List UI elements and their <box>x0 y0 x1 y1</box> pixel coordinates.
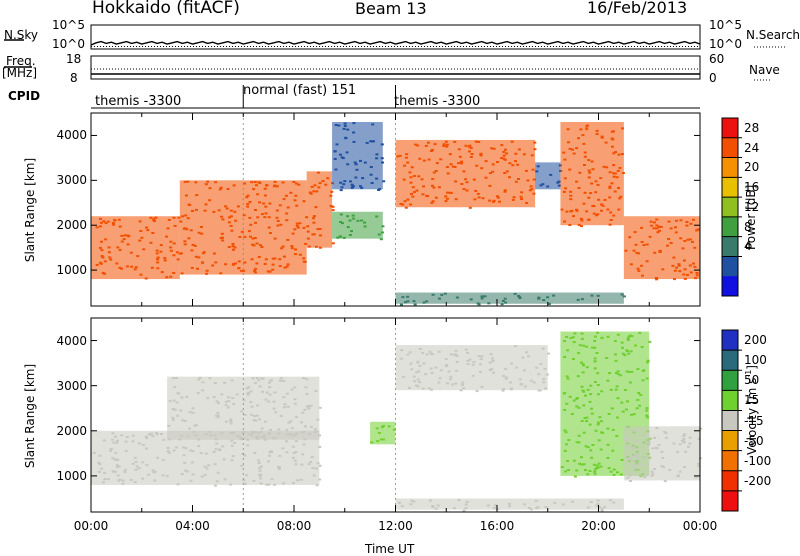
power-region-2 <box>306 171 335 249</box>
velocity-ytick-label-0: 1000 <box>56 468 87 483</box>
power-ytick-label-1: 2000 <box>56 218 87 233</box>
cpid-segment-3: themis -3300 <box>394 94 481 109</box>
power-colorbar-cell-6 <box>722 236 738 257</box>
power-colorbar-cell-5 <box>722 216 738 238</box>
velocity-colorbar-cell-6 <box>722 450 738 472</box>
power-region-7 <box>560 121 625 228</box>
freq-right-bottom: 0 <box>709 71 717 85</box>
power-colorbar-cell-7 <box>722 256 738 277</box>
velocity-colorbar-cell-4 <box>722 410 738 432</box>
velocity-ytick-label-3: 4000 <box>56 333 87 348</box>
power-colorbar-label-4: 12 <box>744 199 760 214</box>
power-region-8 <box>623 216 700 281</box>
freq-right-top: 60 <box>709 52 725 66</box>
freq-unit-label: [MHz] <box>2 66 38 80</box>
velocity-region-3 <box>395 345 550 393</box>
time-tick-label-0: 00:00 <box>73 519 109 533</box>
noise-left-top: 10^5 <box>52 18 85 32</box>
velocity-colorbar-cell-5 <box>722 430 738 452</box>
freq-left-bottom: 8 <box>70 71 78 85</box>
nsky-label: N.Sky <box>4 28 39 42</box>
velocity-colorbar-cell-0 <box>722 330 738 351</box>
power-colorbar-label-1: 24 <box>744 140 760 155</box>
freq-panel-frame <box>90 55 701 80</box>
beam-title: Beam 13 <box>355 0 427 18</box>
velocity-colorbar-cell-8 <box>722 490 738 512</box>
cpid-label: CPID <box>8 89 41 103</box>
velocity-ytick-label-2: 3000 <box>56 378 87 393</box>
power-colorbar-label-5: 8 <box>744 219 752 234</box>
time-tick-label-1: 04:00 <box>175 519 210 533</box>
power-ytick-label-3: 4000 <box>56 128 87 143</box>
power-region-4 <box>332 121 386 192</box>
time-tick-label-2: 08:00 <box>276 519 312 533</box>
velocity-colorbar-frame <box>721 329 739 512</box>
time-axis-title: Time UT <box>365 542 415 556</box>
noise-right-bottom: 10^0 <box>709 37 742 51</box>
velocity-colorbar-label-2: 50 <box>744 373 760 388</box>
cpid-segment-2: normal (fast) 151 <box>243 83 357 98</box>
power-colorbar-cell-1 <box>722 137 738 159</box>
power-colorbar-label-3: 16 <box>744 180 760 195</box>
power-colorbar-cell-0 <box>722 118 738 139</box>
power-ytick-label-0: 1000 <box>56 263 87 278</box>
velocity-colorbar-label-5: -50 <box>744 433 764 448</box>
power-colorbar-cell-8 <box>722 276 738 297</box>
nave-label: Nave <box>749 63 780 77</box>
freq-label: Freq. <box>6 54 36 68</box>
power-colorbar-cell-4 <box>722 197 738 218</box>
velocity-colorbar-cell-3 <box>722 390 738 411</box>
time-tick-label-3: 12:00 <box>378 519 413 533</box>
power-region-0 <box>91 216 183 280</box>
time-tick-label-5: 20:00 <box>581 519 616 533</box>
power-region-9 <box>395 292 626 306</box>
power-region-6 <box>535 162 563 190</box>
power-colorbar-cell-2 <box>722 157 738 178</box>
power-colorbar-frame <box>721 117 739 297</box>
power-colorbar-label-2: 20 <box>744 160 760 175</box>
velocity-colorbar-label-3: 15 <box>744 393 760 408</box>
velocity-colorbar-cell-2 <box>722 370 738 391</box>
time-tick-label-4: 16:00 <box>479 519 515 533</box>
velocity-colorbar-label-7: -200 <box>744 473 772 488</box>
velocity-region-0 <box>91 430 322 487</box>
power-region-3 <box>332 211 385 241</box>
velocity-region-2 <box>370 421 396 445</box>
noise-panel-frame <box>90 24 701 50</box>
power-colorbar-cell-3 <box>722 177 738 198</box>
noise-left-bottom: 10^0 <box>52 37 85 51</box>
velocity-region-5 <box>623 426 703 483</box>
velocity-ytick-label-1: 2000 <box>56 423 87 438</box>
power-colorbar-label-0: 28 <box>744 120 760 135</box>
power-region-1 <box>179 180 310 275</box>
power-colorbar-label-6: 4 <box>744 239 752 254</box>
velocity-region-6 <box>395 498 624 512</box>
velocity-colorbar-cell-1 <box>722 350 738 371</box>
nsearch-label: N.Search <box>746 28 800 42</box>
velocity-region-1 <box>167 376 322 441</box>
station-title: Hokkaido (fitACF) <box>92 0 240 18</box>
velocity-colorbar-cell-7 <box>722 470 738 492</box>
velocity-colorbar-label-1: 100 <box>744 353 767 368</box>
velocity-colorbar-label-6: -100 <box>744 453 772 468</box>
time-tick-label-6: 00:00 <box>682 519 718 533</box>
nsky-trace <box>90 40 701 46</box>
noise-right-top: 10^5 <box>709 18 742 32</box>
velocity-colorbar-label-0: 200 <box>744 333 767 348</box>
power-region-5 <box>395 139 537 209</box>
date-title: 16/Feb/2013 <box>587 0 688 17</box>
freq-left-top: 18 <box>66 52 82 66</box>
cpid-segment-1: themis -3300 <box>95 94 182 109</box>
velocity-colorbar-label-4: -15 <box>744 413 764 428</box>
power-ytick-label-2: 3000 <box>56 173 87 188</box>
